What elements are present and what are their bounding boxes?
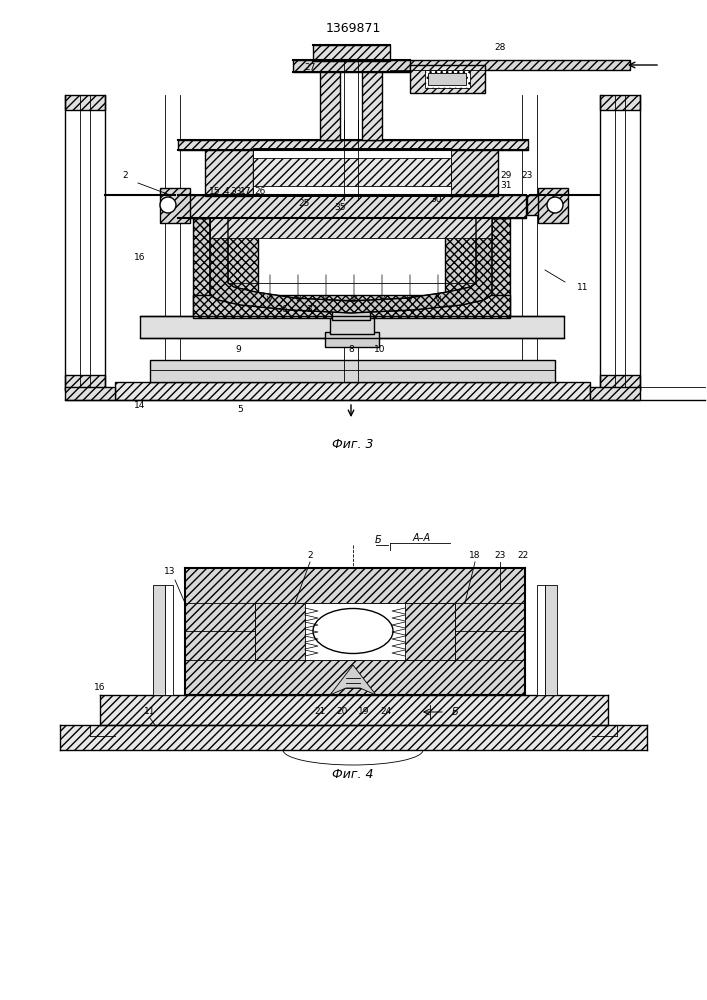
Bar <box>205 148 253 196</box>
Text: 11: 11 <box>577 284 589 292</box>
Text: 21: 21 <box>315 708 326 716</box>
Bar <box>115 382 590 400</box>
Ellipse shape <box>313 608 393 654</box>
Bar <box>330 318 374 334</box>
Bar <box>405 603 455 660</box>
Bar <box>100 695 608 725</box>
Text: 8: 8 <box>348 346 354 355</box>
Bar <box>425 70 470 88</box>
Bar <box>332 300 370 320</box>
Text: 23: 23 <box>494 550 506 560</box>
Text: 27: 27 <box>304 64 316 73</box>
Text: 4: 4 <box>223 188 229 196</box>
Text: 2: 2 <box>307 550 312 560</box>
Bar <box>450 148 498 196</box>
Text: Б: Б <box>452 707 458 717</box>
Bar <box>193 295 510 318</box>
Circle shape <box>160 197 176 213</box>
Bar <box>410 65 485 93</box>
Text: 25: 25 <box>298 200 310 209</box>
Bar <box>545 585 557 695</box>
Bar <box>153 585 165 695</box>
Bar <box>590 387 640 400</box>
Text: 9: 9 <box>235 346 241 355</box>
Text: А–А: А–А <box>413 533 431 543</box>
Bar <box>255 603 455 660</box>
Text: 20: 20 <box>337 708 348 716</box>
Text: 13: 13 <box>164 568 176 576</box>
Bar <box>600 375 640 390</box>
Circle shape <box>547 197 563 213</box>
Bar <box>527 195 542 215</box>
Text: 5: 5 <box>237 406 243 414</box>
Text: 26: 26 <box>255 188 266 196</box>
Bar <box>445 218 510 316</box>
Text: 11: 11 <box>144 708 156 716</box>
Text: 1369871: 1369871 <box>325 21 380 34</box>
Bar <box>293 60 410 72</box>
Text: 2: 2 <box>122 170 128 180</box>
Bar <box>390 60 630 70</box>
Bar <box>253 148 451 196</box>
Polygon shape <box>210 218 492 313</box>
Bar <box>255 603 305 660</box>
Text: 35: 35 <box>334 204 346 213</box>
Text: 29: 29 <box>501 170 512 180</box>
Bar <box>150 360 555 382</box>
Text: 30: 30 <box>431 196 442 205</box>
Bar <box>165 585 173 695</box>
Bar <box>320 68 340 140</box>
Text: 16: 16 <box>94 684 106 692</box>
Bar <box>325 332 379 347</box>
Text: 23: 23 <box>521 170 532 180</box>
Text: 19: 19 <box>358 708 370 716</box>
Text: Фиг. 3: Фиг. 3 <box>332 438 374 452</box>
Text: 32: 32 <box>306 306 317 314</box>
Bar <box>600 95 640 110</box>
Bar <box>428 73 466 85</box>
Text: 28: 28 <box>494 43 506 52</box>
Text: 24: 24 <box>380 708 392 716</box>
Bar <box>160 188 190 223</box>
Bar <box>178 140 528 150</box>
Bar <box>193 218 258 316</box>
Bar <box>140 316 564 338</box>
Bar <box>210 218 492 238</box>
Bar <box>253 158 451 186</box>
Text: 31: 31 <box>501 180 512 190</box>
Bar <box>65 387 115 400</box>
Text: 16: 16 <box>134 253 146 262</box>
Bar <box>362 68 382 140</box>
Text: 22: 22 <box>518 550 529 560</box>
Text: Б: Б <box>375 535 381 545</box>
Bar <box>65 375 105 390</box>
Text: 15: 15 <box>209 188 221 196</box>
Text: 10: 10 <box>374 346 386 355</box>
Text: 17: 17 <box>240 188 252 196</box>
Polygon shape <box>330 665 376 695</box>
Bar <box>178 195 526 218</box>
Bar <box>60 725 647 750</box>
Bar <box>538 188 568 223</box>
Bar <box>455 568 525 695</box>
Bar <box>537 585 545 695</box>
Bar <box>313 45 390 61</box>
Text: 14: 14 <box>134 400 146 410</box>
Text: 18: 18 <box>469 550 481 560</box>
Bar <box>65 95 105 110</box>
Text: Фиг. 4: Фиг. 4 <box>332 768 374 782</box>
Text: 33: 33 <box>230 188 242 196</box>
Bar <box>185 660 525 695</box>
Bar <box>185 568 525 603</box>
Text: 36: 36 <box>276 306 288 314</box>
Bar <box>185 568 255 695</box>
